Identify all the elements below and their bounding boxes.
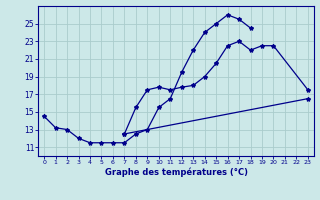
X-axis label: Graphe des températures (°C): Graphe des températures (°C) (105, 168, 247, 177)
